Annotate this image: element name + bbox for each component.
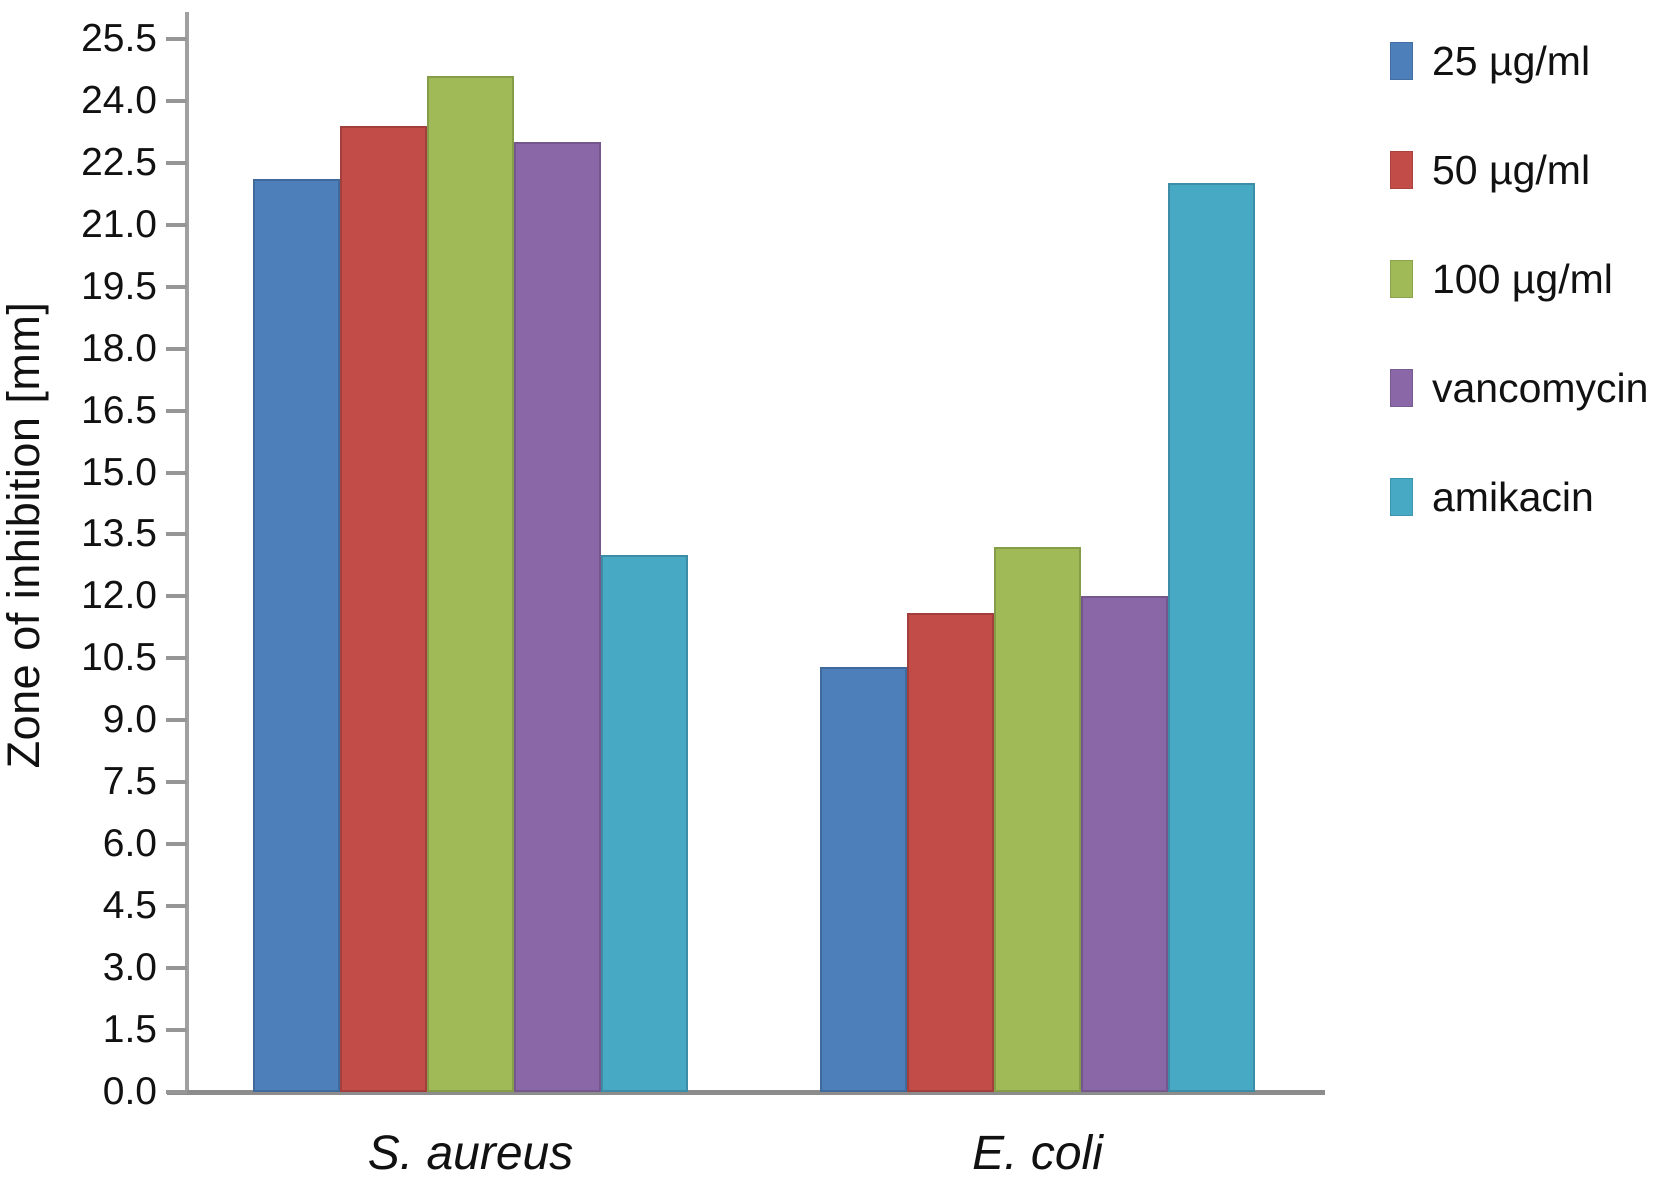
y-axis-tick (166, 842, 187, 847)
legend-label: 100 µg/ml (1432, 255, 1613, 302)
x-axis-category-label: S. aureus (367, 1127, 574, 1177)
y-axis-tick-label: 7.5 (102, 760, 157, 804)
y-axis-tick-label: 18.0 (81, 326, 157, 370)
legend-swatch (1390, 42, 1413, 80)
legend-label: amikacin (1432, 473, 1594, 520)
legend-label: vancomycin (1432, 364, 1649, 411)
legend: 25 µg/ml 50 µg/ml 100 µg/ml vancomycin amika… (1390, 36, 1648, 581)
bar (907, 613, 994, 1092)
legend-item: amikacin (1390, 472, 1648, 522)
y-axis-tick-label: 25.5 (81, 16, 157, 60)
y-axis-tick-label: 24.0 (81, 78, 157, 122)
y-axis-tick-label: 9.0 (102, 698, 157, 742)
legend-item: vancomycin (1390, 363, 1648, 413)
legend-item: 100 µg/ml (1390, 254, 1648, 304)
bar (820, 667, 907, 1092)
y-axis-tick (166, 470, 187, 475)
y-axis-tick-label: 12.0 (81, 574, 157, 618)
legend-swatch (1390, 151, 1413, 189)
y-axis-tick (166, 532, 187, 537)
y-axis-tick (166, 408, 187, 413)
bar (601, 555, 688, 1092)
y-axis-tick (166, 966, 187, 971)
y-axis-tick-label: 1.5 (102, 1008, 157, 1052)
y-axis-tick (166, 780, 187, 785)
legend-swatch (1390, 478, 1413, 516)
y-axis-tick (166, 222, 187, 227)
x-axis-category-label: E. coli (972, 1127, 1103, 1177)
y-axis-tick-label: 10.5 (81, 636, 157, 680)
legend-label: 25 µg/ml (1432, 37, 1591, 84)
bar (427, 76, 514, 1092)
y-axis-tick (166, 346, 187, 351)
bar (514, 142, 601, 1092)
y-axis-line (185, 12, 189, 1092)
y-axis-tick-label: 0.0 (102, 1070, 157, 1113)
y-axis-tick-label: 6.0 (102, 822, 157, 866)
y-axis-tick (166, 594, 187, 599)
y-axis-tick-label: 13.5 (81, 512, 157, 556)
y-axis-tick (166, 904, 187, 909)
y-axis-tick-label: 4.5 (102, 884, 157, 928)
bar (994, 547, 1081, 1092)
y-axis-tick-label: 16.5 (81, 388, 157, 432)
legend-swatch (1390, 369, 1413, 407)
y-axis-tick (166, 98, 187, 103)
y-axis-tick-label: 22.5 (81, 140, 157, 184)
y-axis-tick-label: 15.0 (81, 450, 157, 494)
y-axis-tick-label: 19.5 (81, 264, 157, 308)
y-axis-tick (166, 284, 187, 289)
y-axis-tick-label: 21.0 (81, 202, 157, 246)
legend-item: 25 µg/ml (1390, 36, 1648, 86)
y-axis-tick (166, 1090, 187, 1094)
y-axis-tick (166, 1028, 187, 1033)
bar (1168, 183, 1255, 1092)
y-axis-tick-label: 3.0 (102, 946, 157, 990)
y-axis-tick (166, 718, 187, 723)
bar (1081, 596, 1168, 1092)
legend-label: 50 µg/ml (1432, 146, 1591, 193)
y-axis-tick (166, 656, 187, 661)
bar (340, 126, 427, 1092)
bar (253, 179, 340, 1092)
legend-item: 50 µg/ml (1390, 145, 1648, 195)
y-axis-tick (166, 160, 187, 165)
legend-swatch (1390, 260, 1413, 298)
x-axis-line (167, 1090, 1325, 1095)
y-axis-tick (166, 36, 187, 41)
